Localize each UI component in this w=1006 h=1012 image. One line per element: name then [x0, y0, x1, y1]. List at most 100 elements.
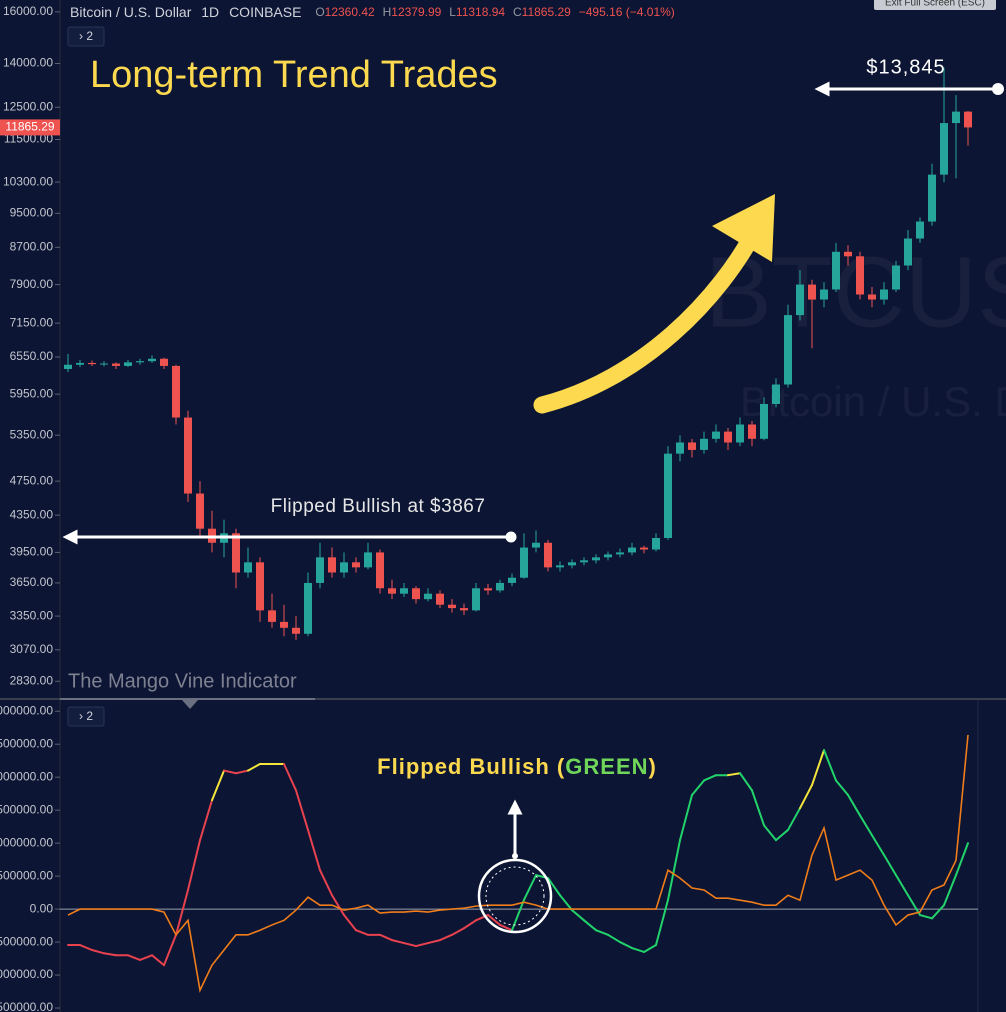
indicator-segment	[127, 954, 141, 961]
candle-body	[196, 493, 204, 529]
candle-body	[916, 221, 924, 239]
indicator-segment	[607, 933, 621, 944]
y-tick-label: 000000.00	[0, 703, 53, 717]
ohlc-value: 12379.99	[391, 5, 441, 19]
header: Bitcoin / U.S. Dollar 1D COINBASE O12360…	[70, 4, 675, 20]
indicator-segment	[187, 839, 201, 891]
indicator-segment	[943, 874, 957, 907]
badge-label[interactable]: › 2	[79, 29, 93, 43]
candle-body	[784, 315, 792, 385]
candle-body	[940, 123, 948, 175]
symbol: Bitcoin / U.S. Dollar	[70, 4, 192, 20]
candle-body	[412, 588, 420, 600]
indicator-segment	[295, 789, 309, 831]
candle-body	[64, 364, 72, 369]
indicator-segment	[487, 914, 501, 926]
indicator-segment	[907, 894, 921, 917]
indicator-segment	[283, 762, 297, 792]
candle-body	[856, 256, 864, 295]
exit-button-label[interactable]: Exit Full Screen (ESC)	[885, 0, 985, 9]
candle-body	[244, 562, 252, 573]
candle-body	[292, 627, 300, 634]
candle-body	[532, 542, 540, 548]
candle-body	[352, 562, 360, 568]
candle-body	[568, 562, 576, 566]
candle-body	[160, 358, 168, 366]
annotation-text: )	[649, 754, 657, 779]
candle-body	[316, 557, 324, 583]
interval: 1D	[201, 4, 219, 20]
y-tick-label: 10300.00	[3, 174, 53, 188]
flip-dot	[505, 531, 517, 543]
indicator-segment	[319, 869, 333, 897]
indicator-segment	[463, 919, 477, 930]
candle-body	[460, 608, 468, 611]
candle-body	[736, 424, 744, 443]
badge[interactable]	[67, 26, 105, 47]
last-price-tag	[0, 119, 60, 136]
candle-body	[388, 588, 396, 594]
indicator-segment	[799, 784, 813, 810]
candle-body	[484, 588, 492, 591]
indicator-segment	[931, 904, 945, 920]
y-tick-label: 500000.00	[0, 736, 53, 750]
y-tick-label: 000000.00	[0, 769, 53, 783]
indicator-segment	[691, 779, 705, 796]
indicator-segment	[559, 894, 573, 912]
indicator-segment	[139, 954, 153, 961]
indicator-segment	[739, 772, 753, 792]
indicator-segment	[499, 923, 513, 932]
y-tick-label: 500000.00	[0, 1000, 53, 1012]
indicator-segment	[391, 939, 405, 945]
indicator-annotation: Flipped Bullish (GREEN)	[377, 754, 657, 779]
indicator-segment	[163, 933, 177, 967]
candle-body	[640, 547, 648, 550]
exit-button[interactable]	[874, 0, 996, 10]
y-tick-label: 3650.00	[10, 575, 54, 589]
indicator-line	[67, 734, 969, 993]
candle-body	[472, 588, 480, 611]
indicator-segment	[667, 839, 681, 901]
annotation-text: Flipped Bullish (	[377, 754, 565, 779]
candle-body	[136, 361, 144, 363]
candle-body	[268, 610, 276, 622]
candle-body	[184, 417, 192, 494]
candle-body	[880, 289, 888, 300]
candle-body	[436, 593, 444, 605]
indicator-segment	[91, 948, 105, 955]
indicator-segment	[955, 842, 969, 877]
annotation-title: Long-term Trend Trades	[90, 54, 498, 96]
candle-body	[328, 557, 336, 573]
candle-body	[892, 265, 900, 290]
indicator-segment	[571, 909, 585, 922]
trend-arrow	[533, 216, 767, 414]
high-dot	[992, 83, 1004, 95]
indicator-segment	[103, 952, 117, 957]
y-tick-label: 5350.00	[10, 427, 54, 441]
candle-body	[124, 362, 132, 366]
badge-label[interactable]: › 2	[79, 709, 93, 723]
indicator-segment	[331, 894, 345, 917]
y-tick-label: 12500.00	[3, 99, 53, 113]
candle-body	[364, 552, 372, 568]
watermark-subtitle: Bitcoin / U.S. Dollar	[740, 378, 1006, 425]
indicator-segment	[919, 914, 933, 920]
candle-body	[376, 552, 384, 589]
ohlc-key: L	[449, 5, 456, 19]
indicator-segment	[427, 939, 441, 945]
indicator-segment	[175, 888, 189, 936]
indicator-segment	[583, 919, 597, 932]
candle-body	[652, 538, 660, 550]
indicator-segment	[619, 941, 633, 950]
y-tick-label: 3350.00	[10, 608, 54, 622]
high-label: $13,845	[866, 56, 945, 78]
candle-body	[172, 365, 180, 418]
annotation-highlight: GREEN	[565, 754, 648, 779]
candle-body	[724, 431, 732, 443]
candle-body	[928, 174, 936, 222]
indicator-segment	[415, 942, 429, 948]
badge[interactable]	[67, 706, 105, 727]
y-tick-label: 7150.00	[10, 315, 54, 329]
y-tick-label: 500000.00	[0, 868, 53, 882]
candle-body	[676, 442, 684, 454]
